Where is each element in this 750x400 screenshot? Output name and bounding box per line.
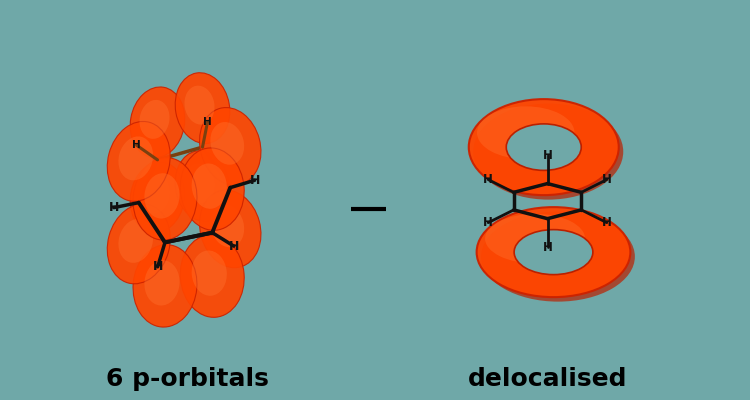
Ellipse shape	[176, 73, 230, 144]
Ellipse shape	[184, 86, 214, 124]
Text: H: H	[483, 173, 494, 186]
Ellipse shape	[180, 148, 244, 230]
Ellipse shape	[469, 99, 619, 195]
Ellipse shape	[514, 230, 592, 275]
Ellipse shape	[176, 151, 230, 222]
Ellipse shape	[477, 207, 630, 297]
Ellipse shape	[210, 122, 244, 165]
Text: H: H	[542, 148, 553, 162]
Ellipse shape	[145, 260, 179, 306]
Ellipse shape	[130, 162, 184, 233]
Text: H: H	[542, 241, 553, 254]
Text: H: H	[229, 240, 239, 253]
Ellipse shape	[200, 108, 261, 185]
Text: H: H	[250, 174, 259, 187]
Text: H: H	[602, 216, 612, 229]
Text: H: H	[203, 117, 212, 127]
Ellipse shape	[184, 164, 214, 202]
Text: delocalised: delocalised	[468, 367, 627, 391]
Ellipse shape	[482, 212, 634, 302]
Ellipse shape	[133, 245, 197, 327]
Ellipse shape	[210, 204, 244, 247]
Ellipse shape	[107, 122, 170, 201]
Ellipse shape	[200, 190, 261, 268]
Ellipse shape	[180, 235, 244, 317]
Ellipse shape	[192, 164, 226, 209]
Ellipse shape	[145, 173, 179, 218]
Text: H: H	[132, 140, 141, 150]
Ellipse shape	[485, 214, 585, 263]
Ellipse shape	[192, 250, 226, 296]
Ellipse shape	[473, 104, 623, 200]
Ellipse shape	[140, 100, 170, 139]
Text: H: H	[483, 216, 494, 229]
Ellipse shape	[118, 136, 153, 180]
Ellipse shape	[107, 204, 170, 284]
Ellipse shape	[133, 158, 197, 240]
Text: H: H	[109, 201, 119, 214]
Ellipse shape	[506, 124, 581, 170]
Text: 6 p-orbitals: 6 p-orbitals	[106, 367, 269, 391]
Ellipse shape	[477, 106, 574, 159]
Ellipse shape	[130, 87, 184, 158]
Ellipse shape	[118, 219, 153, 263]
Ellipse shape	[140, 175, 170, 214]
Text: H: H	[602, 173, 612, 186]
Text: H: H	[152, 260, 163, 273]
